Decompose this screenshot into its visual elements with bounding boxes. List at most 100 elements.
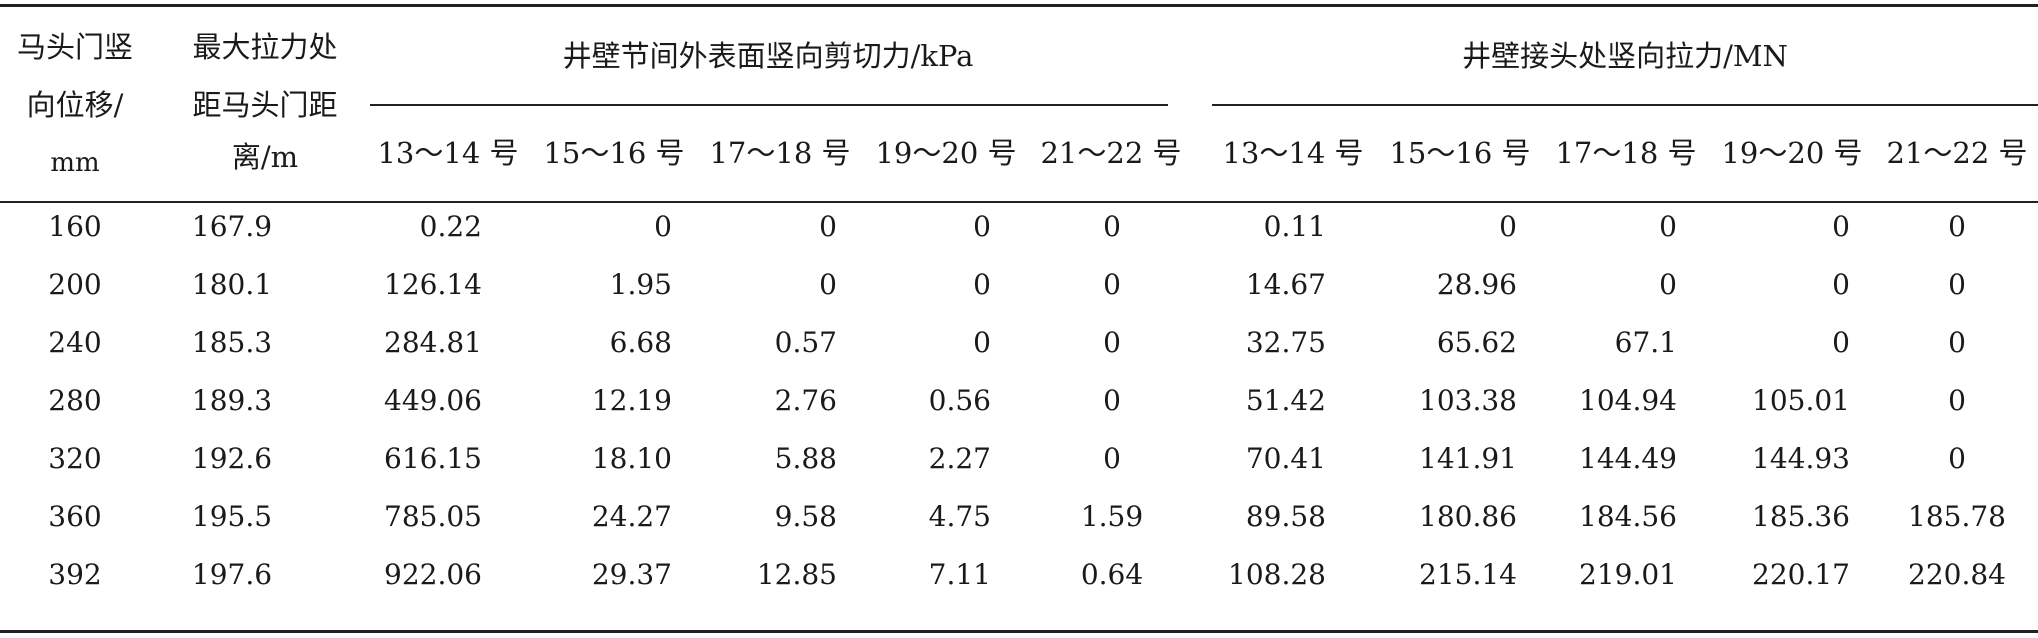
subheader-g2-13-14: 13～14 号 <box>1222 136 1364 170</box>
table-cell-r7-c12: 220.84 <box>1908 558 2006 591</box>
table-cell-r4-c2: 189.3 <box>191 384 273 417</box>
table-cell-r5-c7: 0 <box>1103 442 1121 475</box>
subheader-g2-17-18: 17～18 号 <box>1555 136 1697 170</box>
table-cell-r7-c1: 392 <box>48 558 102 591</box>
top-rule <box>0 4 2038 7</box>
table-cell-r4-c12: 0 <box>1948 384 1966 417</box>
table-cell-r4-c9: 103.38 <box>1419 384 1517 417</box>
table-cell-r4-c10: 104.94 <box>1579 384 1677 417</box>
table-cell-r4-c3: 449.06 <box>384 384 482 417</box>
table-cell-r3-c4: 6.68 <box>609 326 672 359</box>
table-cell-r1-c11: 0 <box>1832 210 1850 243</box>
table-cell-r3-c10: 67.1 <box>1614 326 1677 359</box>
table-cell-r4-c8: 51.42 <box>1245 384 1326 417</box>
table-cell-r3-c2: 185.3 <box>191 326 273 359</box>
table-cell-r2-c10: 0 <box>1659 268 1677 301</box>
table-cell-r6-c12: 185.78 <box>1908 500 2006 533</box>
table-cell-r5-c9: 141.91 <box>1419 442 1517 475</box>
subheader-g1-19-20: 19～20 号 <box>875 136 1017 170</box>
table-cell-r5-c6: 2.27 <box>928 442 991 475</box>
table-cell-r5-c3: 616.15 <box>384 442 482 475</box>
table-cell-r2-c6: 0 <box>973 268 991 301</box>
table-cell-r3-c12: 0 <box>1948 326 1966 359</box>
table-cell-r2-c4: 1.95 <box>609 268 672 301</box>
table-cell-r7-c7: 0.64 <box>1080 558 1144 591</box>
table-cell-r3-c11: 0 <box>1832 326 1850 359</box>
table-cell-r3-c6: 0 <box>973 326 991 359</box>
table-cell-r5-c12: 0 <box>1948 442 1966 475</box>
subheader-g1-17-18: 17～18 号 <box>709 136 851 170</box>
table-cell-r6-c7: 1.59 <box>1080 500 1144 533</box>
table-cell-r1-c4: 0 <box>654 210 672 243</box>
table-cell-r2-c1: 200 <box>48 268 102 301</box>
table-cell-r2-c7: 0 <box>1103 268 1121 301</box>
table-cell-r4-c5: 2.76 <box>774 384 837 417</box>
table-cell-r6-c11: 185.36 <box>1752 500 1850 533</box>
group1-header: 井壁节间外表面竖向剪切力/kPa <box>562 39 974 73</box>
table-cell-r4-c6: 0.56 <box>928 384 991 417</box>
table-cell-r3-c9: 65.62 <box>1436 326 1517 359</box>
group1-underline <box>370 104 1168 106</box>
table-cell-r7-c6: 7.11 <box>928 558 991 591</box>
table-cell-r5-c11: 144.93 <box>1752 442 1850 475</box>
table-cell-r2-c5: 0 <box>819 268 837 301</box>
table-cell-r1-c12: 0 <box>1948 210 1966 243</box>
table-cell-r7-c9: 215.14 <box>1419 558 1517 591</box>
table-cell-r4-c7: 0 <box>1103 384 1121 417</box>
bottom-rule <box>0 630 2038 633</box>
table-cell-r7-c8: 108.28 <box>1228 558 1326 591</box>
table-cell-r3-c8: 32.75 <box>1245 326 1326 359</box>
table-cell-r6-c8: 89.58 <box>1245 500 1326 533</box>
group2-underline <box>1212 104 2038 106</box>
table-cell-r7-c5: 12.85 <box>756 558 837 591</box>
group2-header: 井壁接头处竖向拉力/MN <box>1462 39 1788 73</box>
table-cell-r6-c3: 785.05 <box>384 500 482 533</box>
table-cell-r1-c6: 0 <box>973 210 991 243</box>
table-cell-r6-c6: 4.75 <box>928 500 991 533</box>
table-cell-r6-c4: 24.27 <box>591 500 672 533</box>
subheader-g2-21-22: 21～22 号 <box>1886 136 2028 170</box>
col2-header-line2: 距马头门距 <box>192 88 338 122</box>
subheader-g2-19-20: 19～20 号 <box>1721 136 1863 170</box>
table-cell-r2-c3: 126.14 <box>384 268 482 301</box>
table-cell-r5-c5: 5.88 <box>774 442 837 475</box>
table-cell-r6-c9: 180.86 <box>1419 500 1517 533</box>
table-cell-r5-c1: 320 <box>48 442 102 475</box>
table-cell-r5-c2: 192.6 <box>191 442 273 475</box>
table-cell-r4-c1: 280 <box>48 384 102 417</box>
subheader-g2-15-16: 15～16 号 <box>1389 136 1531 170</box>
table-cell-r6-c5: 9.58 <box>774 500 837 533</box>
header-bottom-rule <box>0 201 2038 203</box>
table-cell-r7-c3: 922.06 <box>384 558 482 591</box>
table-cell-r3-c7: 0 <box>1103 326 1121 359</box>
col1-header-line1: 马头门竖 <box>16 30 134 64</box>
table-cell-r1-c8: 0.11 <box>1263 210 1326 243</box>
table-cell-r7-c4: 29.37 <box>591 558 672 591</box>
table-cell-r3-c5: 0.57 <box>774 326 837 359</box>
table-cell-r6-c1: 360 <box>48 500 102 533</box>
table-cell-r1-c9: 0 <box>1499 210 1517 243</box>
subheader-g1-15-16: 15～16 号 <box>543 136 685 170</box>
col1-header-line2: 向位移/ <box>26 88 124 122</box>
table-cell-r1-c7: 0 <box>1103 210 1121 243</box>
col1-header-line3: mm <box>50 148 100 178</box>
table-cell-r7-c10: 219.01 <box>1579 558 1677 591</box>
table-cell-r5-c4: 18.10 <box>591 442 672 475</box>
table-cell-r2-c2: 180.1 <box>191 268 273 301</box>
table-cell-r5-c10: 144.49 <box>1579 442 1677 475</box>
table-cell-r1-c5: 0 <box>819 210 837 243</box>
table-cell-r1-c3: 0.22 <box>419 210 482 243</box>
table-cell-r2-c9: 28.96 <box>1436 268 1517 301</box>
table-cell-r7-c11: 220.17 <box>1752 558 1850 591</box>
table-cell-r2-c12: 0 <box>1948 268 1966 301</box>
subheader-g1-21-22: 21～22 号 <box>1040 136 1182 170</box>
table-cell-r4-c4: 12.19 <box>591 384 672 417</box>
table-cell-r6-c2: 195.5 <box>191 500 273 533</box>
subheader-g1-13-14: 13～14 号 <box>377 136 519 170</box>
table-cell-r1-c2: 167.9 <box>191 210 273 243</box>
table-cell-r1-c1: 160 <box>48 210 102 243</box>
table-cell-r5-c8: 70.41 <box>1245 442 1326 475</box>
table-cell-r2-c11: 0 <box>1832 268 1850 301</box>
table-cell-r1-c10: 0 <box>1659 210 1677 243</box>
